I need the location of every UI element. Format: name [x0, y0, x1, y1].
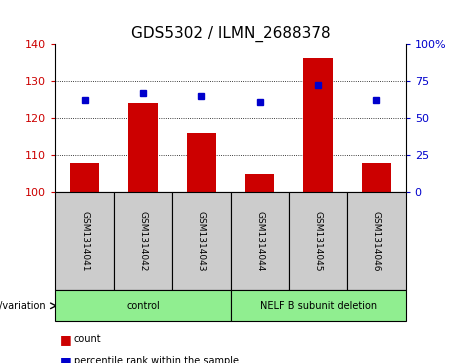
Text: GSM1314044: GSM1314044 — [255, 211, 264, 272]
Bar — [70, 163, 99, 192]
Text: percentile rank within the sample: percentile rank within the sample — [74, 356, 239, 363]
Bar — [245, 174, 274, 192]
Text: ■: ■ — [60, 355, 71, 363]
Bar — [303, 58, 333, 192]
Text: GSM1314045: GSM1314045 — [313, 211, 323, 272]
Bar — [362, 163, 391, 192]
Text: NELF B subunit deletion: NELF B subunit deletion — [260, 301, 377, 311]
Text: count: count — [74, 334, 101, 344]
Text: GSM1314041: GSM1314041 — [80, 211, 89, 272]
Text: genotype/variation: genotype/variation — [0, 301, 46, 311]
Title: GDS5302 / ILMN_2688378: GDS5302 / ILMN_2688378 — [130, 26, 331, 42]
Text: GSM1314042: GSM1314042 — [138, 211, 148, 272]
Text: GSM1314046: GSM1314046 — [372, 211, 381, 272]
Bar — [187, 133, 216, 192]
Bar — [128, 103, 158, 192]
Text: control: control — [126, 301, 160, 311]
Text: GSM1314043: GSM1314043 — [197, 211, 206, 272]
Text: ■: ■ — [60, 333, 71, 346]
